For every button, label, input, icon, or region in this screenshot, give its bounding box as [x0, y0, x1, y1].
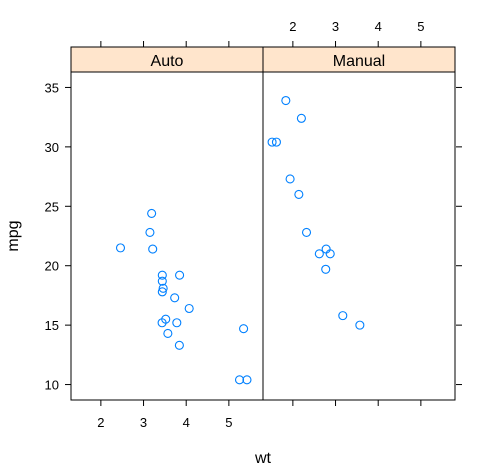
data-point [163, 328, 173, 338]
data-point [285, 174, 295, 184]
y-tick-label: 30 [45, 140, 59, 155]
x-tick-label: 5 [225, 415, 232, 430]
x-tick-label: 2 [289, 19, 296, 34]
panels-layer: Auto 2 3 4 5 Manual 2 3 4 5 10 15 20 25 30 35 [45, 19, 462, 430]
data-point [338, 311, 348, 321]
data-point [294, 189, 304, 199]
x-tick-label: 3 [332, 19, 339, 34]
data-point [170, 293, 180, 303]
data-point [296, 113, 306, 123]
data-point [175, 270, 185, 280]
y-tick-label: 35 [45, 80, 59, 95]
data-point [234, 375, 245, 385]
y-tick-label: 25 [45, 199, 59, 214]
y-axis-title: mpg [5, 220, 22, 251]
strip-manual [262, 46, 456, 73]
data-point [355, 320, 365, 330]
data-point [157, 276, 167, 286]
panel-auto: Auto 2 3 4 5 [70, 41, 264, 430]
panel-frame [262, 71, 456, 401]
data-point [242, 375, 252, 385]
strip-label: Manual [333, 53, 385, 70]
data-point [148, 244, 158, 254]
data-point [157, 270, 167, 280]
data-point [147, 208, 157, 218]
data-point [267, 137, 277, 147]
strip-auto [70, 46, 264, 73]
data-point [174, 340, 184, 350]
data-point [145, 227, 155, 237]
data-point [321, 264, 331, 274]
y-tick-label: 15 [45, 318, 59, 333]
panel-manual: Manual 2 3 4 5 [262, 19, 456, 406]
y-tick-label: 20 [45, 259, 59, 274]
x-tick-label: 2 [97, 415, 104, 430]
data-point [314, 249, 324, 259]
panel-frame [70, 71, 264, 401]
data-point [325, 249, 335, 259]
data-point [115, 243, 126, 253]
strip-label: Auto [151, 53, 184, 70]
data-point [184, 303, 194, 314]
x-tick-label: 3 [140, 415, 147, 430]
x-tick-label: 4 [183, 415, 190, 430]
data-point [172, 318, 182, 328]
y-tick-label: 10 [45, 378, 59, 393]
x-axis-title: wt [254, 450, 272, 467]
x-tick-label: 4 [375, 19, 382, 34]
data-point [157, 287, 167, 297]
y-axis-label: mpg [5, 220, 22, 251]
data-point [161, 314, 171, 324]
data-point [158, 283, 168, 293]
data-point [301, 227, 312, 237]
x-tick-label: 5 [417, 19, 424, 34]
data-point [281, 95, 291, 106]
data-point [239, 324, 249, 334]
data-point [271, 137, 281, 147]
